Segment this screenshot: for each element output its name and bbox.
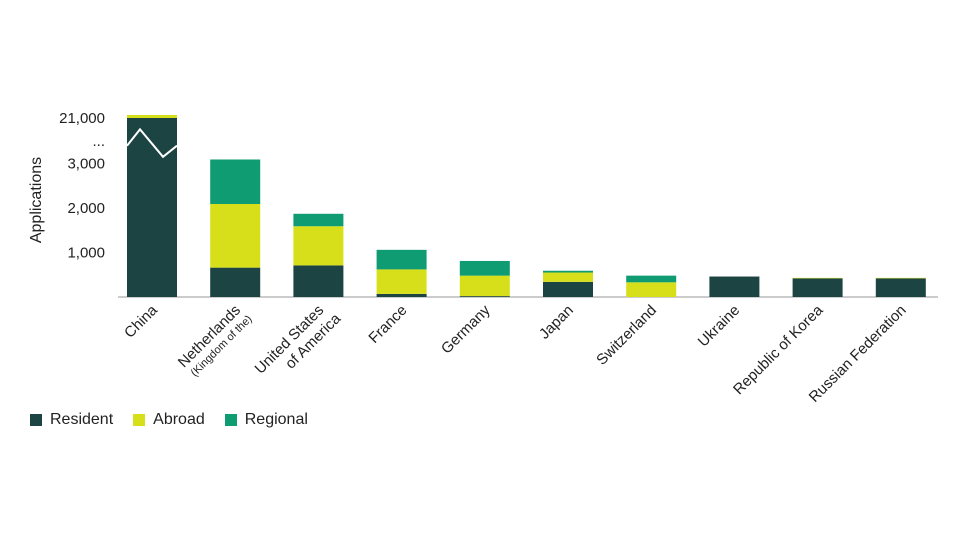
y-axis-title: Applications — [28, 157, 45, 243]
legend-swatch-abroad — [133, 414, 146, 426]
bar-segment-abroad — [210, 203, 261, 268]
category-label: France — [365, 302, 410, 347]
bar-segment-regional — [543, 270, 593, 273]
legend-swatch-resident — [30, 414, 42, 426]
legend-swatch-regional — [224, 414, 237, 426]
category-label: China — [121, 301, 161, 341]
bar-segment-resident — [459, 296, 510, 297]
legend-label-regional: Regional — [244, 411, 308, 428]
legend-item-resident: Resident — [30, 411, 113, 429]
bar-segment-resident — [709, 276, 760, 297]
x-tick-label: Switzerland — [593, 302, 660, 369]
bar-segment-abroad — [127, 115, 177, 118]
y-tick-label: 3,000 — [67, 156, 105, 173]
y-tick-label: 2,000 — [67, 200, 105, 217]
category-label: Germany — [438, 301, 494, 357]
legend: Resident Abroad Regional — [30, 411, 308, 429]
bar-segment-resident — [293, 265, 344, 297]
bar-segment-resident — [376, 293, 427, 297]
x-tick-label: Ukraine — [695, 302, 744, 351]
x-axis-labels: China Netherlands(Kingdom of the)United S… — [121, 301, 910, 405]
bar-segment-regional — [376, 249, 427, 270]
bar-segment-resident — [210, 267, 261, 297]
y-tick-label: ... — [92, 133, 105, 150]
bar-segment-regional — [293, 213, 344, 227]
bars-group — [126, 115, 926, 297]
category-label: Japan — [536, 302, 577, 343]
legend-label-abroad: Abroad — [153, 411, 205, 428]
axis-break-marker — [126, 127, 178, 159]
bar-segment-abroad — [875, 277, 926, 279]
category-label: Switzerland — [593, 302, 660, 369]
y-tick-label: 1,000 — [67, 245, 105, 262]
bar-segment-regional — [210, 159, 261, 204]
legend-item-regional: Regional — [224, 411, 308, 429]
bar-segment-abroad — [459, 275, 510, 297]
bar-segment-resident — [792, 278, 843, 297]
bar-segment-abroad — [376, 269, 427, 294]
x-tick-label: France — [365, 302, 410, 347]
bar-segment-abroad — [792, 277, 843, 279]
category-label: Republic of Korea — [730, 301, 827, 398]
x-tick-label: China — [121, 301, 161, 341]
bar-segment-regional — [459, 260, 510, 276]
bar-segment-abroad — [293, 226, 344, 266]
bar-segment-abroad — [543, 272, 593, 282]
bar-segment-resident — [127, 118, 177, 297]
x-tick-label: Japan — [536, 302, 577, 343]
x-tick-label: Germany — [438, 301, 494, 357]
bar-segment-resident — [543, 281, 593, 297]
legend-item-abroad: Abroad — [133, 411, 205, 429]
bar-segment-regional — [626, 275, 677, 283]
category-label: Ukraine — [695, 302, 744, 351]
legend-label-resident: Resident — [50, 411, 114, 428]
x-tick-label: Republic of Korea — [730, 301, 827, 398]
y-tick-label: 21,000 — [59, 110, 105, 127]
bar-segment-abroad — [626, 282, 677, 297]
bar-segment-resident — [875, 278, 926, 297]
x-tick-label: Netherlands(Kingdom of the) — [175, 302, 255, 379]
